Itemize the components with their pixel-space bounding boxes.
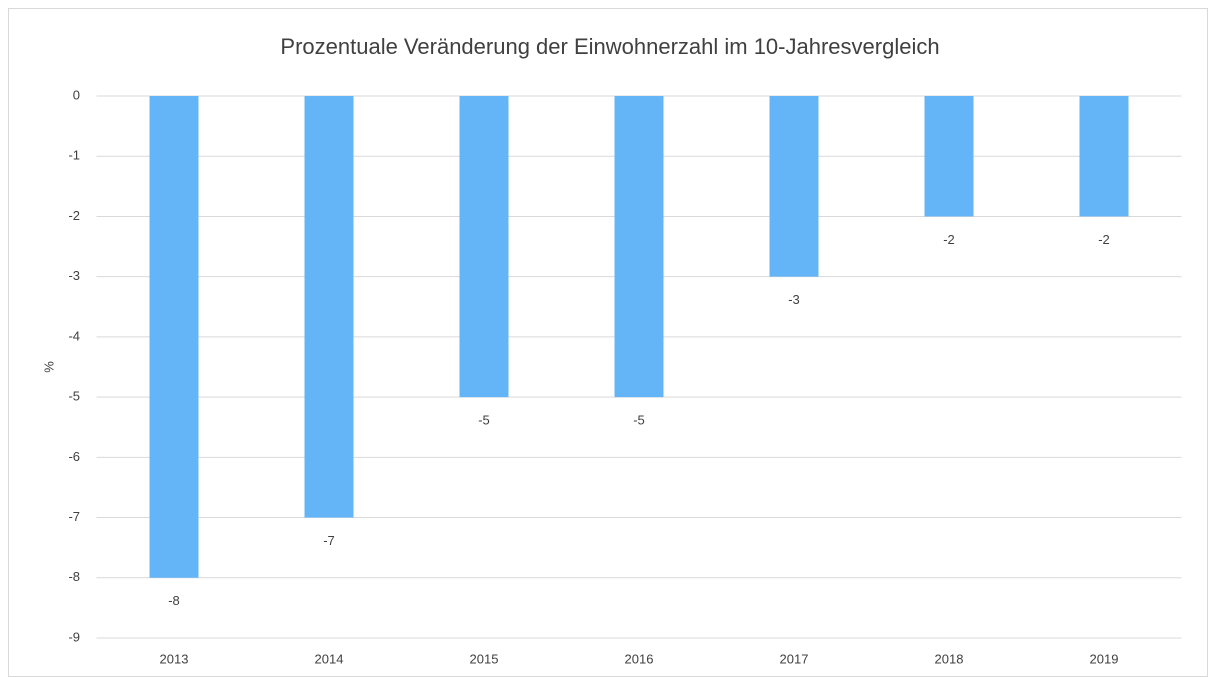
y-tick-label: -8 <box>68 569 80 584</box>
bar <box>924 96 974 217</box>
data-label: -5 <box>478 413 490 428</box>
chart-border <box>8 8 1208 677</box>
data-label: -8 <box>168 593 180 608</box>
y-tick-label: -6 <box>68 449 80 464</box>
x-tick-label: 2019 <box>1090 651 1119 666</box>
data-label: -2 <box>943 232 955 247</box>
y-tick-label: -3 <box>68 268 80 283</box>
data-label: -2 <box>1098 232 1110 247</box>
y-axis-label: % <box>41 361 56 373</box>
bar <box>149 96 199 578</box>
x-tick-label: 2017 <box>780 651 809 666</box>
y-tick-label: -5 <box>68 389 80 404</box>
chart-title: Prozentuale Veränderung der Einwohnerzah… <box>280 34 939 59</box>
x-tick-label: 2018 <box>935 651 964 666</box>
y-tick-label: -4 <box>68 328 80 343</box>
bar <box>769 96 819 277</box>
data-label: -5 <box>633 413 645 428</box>
y-tick-label: -7 <box>68 509 80 524</box>
y-tick-label: -9 <box>68 629 80 644</box>
y-tick-label: 0 <box>73 87 80 102</box>
data-label: -3 <box>788 292 800 307</box>
x-tick-label: 2013 <box>160 651 189 666</box>
bar <box>304 96 354 518</box>
x-tick-label: 2015 <box>470 651 499 666</box>
data-label: -7 <box>323 533 335 548</box>
bar <box>459 96 509 398</box>
y-tick-label: -1 <box>68 148 80 163</box>
x-tick-label: 2014 <box>315 651 344 666</box>
y-tick-label: -2 <box>68 208 80 223</box>
bar <box>614 96 664 398</box>
x-tick-label: 2016 <box>625 651 654 666</box>
bar <box>1079 96 1129 217</box>
